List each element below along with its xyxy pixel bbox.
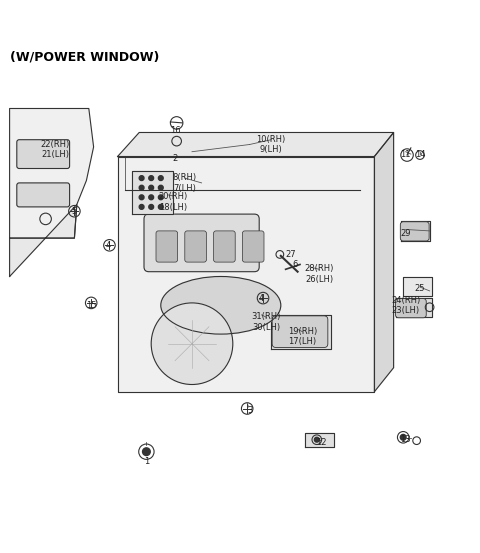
Circle shape: [149, 195, 154, 200]
Circle shape: [149, 185, 154, 190]
FancyBboxPatch shape: [156, 231, 178, 262]
Polygon shape: [374, 133, 394, 392]
Text: 16: 16: [170, 126, 180, 134]
Circle shape: [139, 176, 144, 180]
Polygon shape: [305, 432, 334, 447]
Text: 25: 25: [415, 284, 425, 293]
Polygon shape: [403, 276, 432, 296]
Text: 13: 13: [400, 435, 411, 444]
Text: 12: 12: [316, 437, 327, 447]
Polygon shape: [132, 171, 173, 214]
Text: 19(RH)
17(LH): 19(RH) 17(LH): [288, 327, 317, 346]
Polygon shape: [10, 205, 77, 276]
FancyBboxPatch shape: [396, 299, 426, 318]
Circle shape: [139, 195, 144, 200]
FancyBboxPatch shape: [214, 231, 235, 262]
Circle shape: [158, 185, 163, 190]
Text: 24(RH)
23(LH): 24(RH) 23(LH): [391, 296, 420, 315]
Text: 31(RH)
30(LH): 31(RH) 30(LH): [252, 312, 281, 332]
FancyBboxPatch shape: [400, 222, 429, 241]
Circle shape: [139, 205, 144, 209]
Circle shape: [158, 176, 163, 180]
FancyBboxPatch shape: [17, 183, 70, 207]
Circle shape: [314, 437, 319, 442]
Text: (W/POWER WINDOW): (W/POWER WINDOW): [10, 51, 159, 64]
Circle shape: [139, 185, 144, 190]
Polygon shape: [10, 108, 94, 238]
Text: 28(RH)
26(LH): 28(RH) 26(LH): [304, 264, 334, 284]
Text: 1: 1: [144, 457, 149, 466]
Text: 8(RH)
7(LH): 8(RH) 7(LH): [173, 173, 197, 192]
Text: 27: 27: [285, 251, 296, 259]
Polygon shape: [271, 315, 331, 348]
Text: 3: 3: [247, 406, 252, 415]
Text: 2: 2: [173, 154, 178, 163]
Text: 10(RH)
9(LH): 10(RH) 9(LH): [257, 135, 286, 154]
Polygon shape: [396, 298, 432, 317]
Polygon shape: [118, 133, 394, 156]
Text: 5: 5: [72, 207, 77, 216]
Text: 4: 4: [259, 294, 264, 302]
Text: 4: 4: [106, 241, 110, 250]
FancyBboxPatch shape: [242, 231, 264, 262]
Text: 6: 6: [292, 260, 298, 269]
Circle shape: [400, 435, 406, 440]
Text: 29: 29: [400, 229, 411, 238]
Text: 20(RH)
18(LH): 20(RH) 18(LH): [158, 192, 187, 212]
Circle shape: [149, 205, 154, 209]
FancyBboxPatch shape: [272, 316, 328, 347]
Text: 22(RH)
21(LH): 22(RH) 21(LH): [41, 139, 70, 159]
Text: 15: 15: [86, 301, 96, 310]
Polygon shape: [401, 221, 430, 241]
Circle shape: [143, 448, 150, 456]
Circle shape: [149, 176, 154, 180]
FancyBboxPatch shape: [185, 231, 206, 262]
Circle shape: [158, 205, 163, 209]
Polygon shape: [118, 156, 374, 392]
Text: 11: 11: [400, 150, 411, 159]
Circle shape: [158, 195, 163, 200]
Text: 14: 14: [415, 150, 425, 159]
FancyBboxPatch shape: [144, 214, 259, 272]
Circle shape: [151, 303, 233, 384]
Ellipse shape: [161, 276, 281, 334]
FancyBboxPatch shape: [17, 140, 70, 169]
